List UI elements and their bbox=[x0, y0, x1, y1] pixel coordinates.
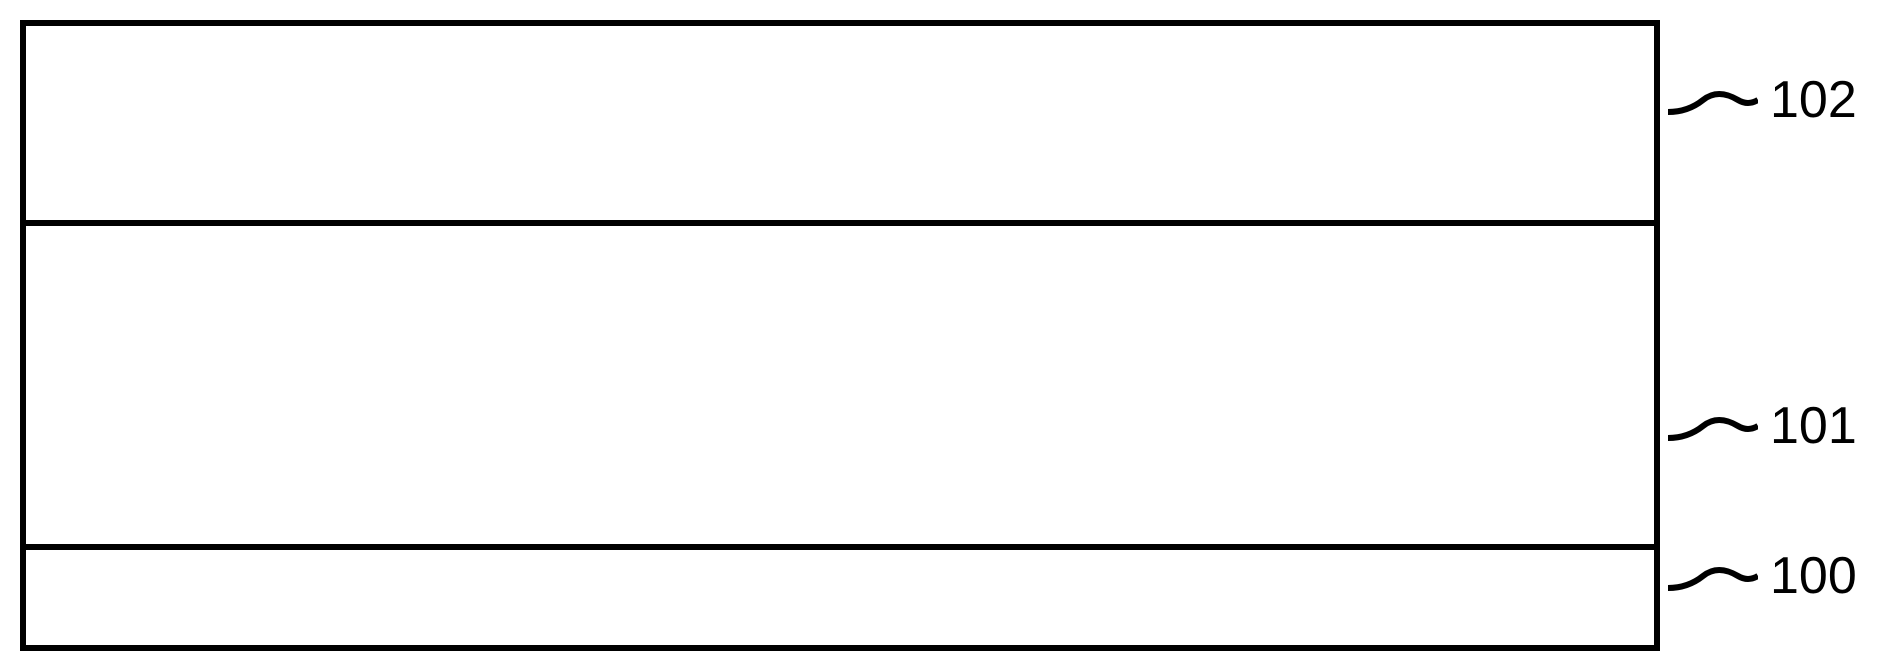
label-text: 101 bbox=[1770, 396, 1857, 456]
diagram-container bbox=[20, 20, 1660, 651]
connector-icon bbox=[1668, 80, 1758, 120]
connector-icon bbox=[1668, 406, 1758, 446]
label-top: 102 bbox=[1668, 70, 1857, 130]
connector-icon bbox=[1668, 556, 1758, 596]
label-text: 102 bbox=[1770, 70, 1857, 130]
layer-bottom bbox=[20, 544, 1660, 651]
layer-top bbox=[20, 20, 1660, 220]
label-middle: 101 bbox=[1668, 396, 1857, 456]
layer-middle bbox=[20, 220, 1660, 544]
label-bottom: 100 bbox=[1668, 546, 1857, 606]
label-text: 100 bbox=[1770, 546, 1857, 606]
